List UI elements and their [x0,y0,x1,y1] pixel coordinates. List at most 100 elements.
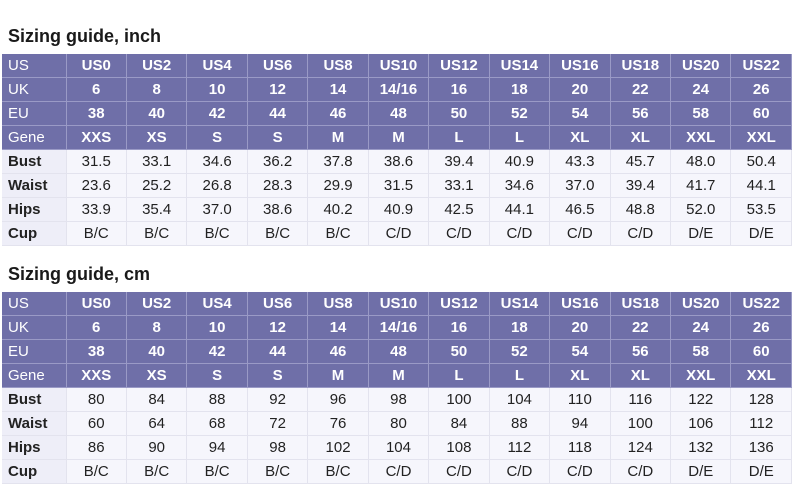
table-cell: 38.6 [368,149,430,174]
table-cell: M [307,125,369,150]
table-cell: L [428,125,490,150]
table-cell: 22 [610,77,672,102]
table-cell: C/D [428,459,490,484]
table-cell: 136 [730,435,792,460]
table-cell: 56 [610,101,672,126]
table-cell: 29.9 [307,173,369,198]
table-cell: XS [126,125,188,150]
table-cell: 60 [66,411,127,436]
sizing-table-cm: US US0 US2 US4 US6 US8 US10 US12 US14 US16 US18 US2… [2,292,792,484]
table-cell: 60 [730,339,792,364]
table-cell: 37.0 [549,173,611,198]
table-cell: 56 [610,339,672,364]
table-cell: US2 [126,292,188,316]
table-cell: 26 [730,315,792,340]
table-cell: US20 [670,54,732,78]
table-cell: C/D [489,221,551,246]
table-cell: 50 [428,339,490,364]
table-cell: 31.5 [368,173,430,198]
table-cell: 48.8 [610,197,672,222]
table-cell: XXL [730,363,792,388]
table-cell: 33.9 [66,197,127,222]
table-row: EU 38 40 42 44 46 48 50 52 54 56 58 60 [2,101,792,126]
table-cell: 98 [247,435,309,460]
table-cell: 23.6 [66,173,127,198]
row-label: UK [2,315,67,340]
table-cell: C/D [549,221,611,246]
table-cell: 50 [428,101,490,126]
table-cell: 24 [670,315,732,340]
table-cell: 36.2 [247,149,309,174]
table-cell: 94 [549,411,611,436]
table-cell: XXL [730,125,792,150]
table-cell: 132 [670,435,732,460]
table-cell: 33.1 [428,173,490,198]
table-cell: 124 [610,435,672,460]
table-cell: 37.8 [307,149,369,174]
table-cell: M [307,363,369,388]
table-cell: 122 [670,387,732,412]
table-cell: 33.1 [126,149,188,174]
table-cell: XL [610,363,672,388]
table-cell: 112 [489,435,551,460]
table-cell: L [489,363,551,388]
table-cell: US18 [610,292,672,316]
table-cell: XXL [670,125,732,150]
table-cell: B/C [126,459,188,484]
table-cell: XXS [66,363,127,388]
table-cell: 58 [670,339,732,364]
table-cell: 35.4 [126,197,188,222]
table-row: Waist 60 64 68 72 76 80 84 88 94 100 106 112 [2,411,792,436]
table-cell: C/D [489,459,551,484]
table-cell: 14 [307,77,369,102]
table-cell: S [186,363,248,388]
table-cell: 8 [126,77,188,102]
table-row: US US0 US2 US4 US6 US8 US10 US12 US14 US16 US18 US2… [2,292,792,316]
table-cell: US4 [186,292,248,316]
table-cell: 52 [489,101,551,126]
sizing-table-inch: US US0 US2 US4 US6 US8 US10 US12 US14 US16 US18 US2… [2,54,792,246]
table-cell: B/C [247,459,309,484]
table-row: Cup B/C B/C B/C B/C B/C C/D C/D C/D C/D C/D D/E D/E [2,221,792,246]
table-cell: 128 [730,387,792,412]
table-cell: 40 [126,101,188,126]
table-row: UK 6 8 10 12 14 14/16 16 18 20 22 24 26 [2,315,792,340]
table-cell: 12 [247,315,309,340]
table-cell: D/E [730,459,792,484]
row-label: Bust [2,149,67,174]
table-cell: US16 [549,54,611,78]
table-cell: M [368,363,430,388]
table-cell: US22 [730,54,792,78]
table-cell: US4 [186,54,248,78]
table-cell: 6 [66,77,127,102]
table-cell: 84 [428,411,490,436]
table-row: Gene XXS XS S S M M L L XL XL XXL XXL [2,363,792,388]
table-cell: 25.2 [126,173,188,198]
table-cell: 102 [307,435,369,460]
table-cell: US20 [670,292,732,316]
table-cell: XL [549,363,611,388]
table-cell: 31.5 [66,149,127,174]
row-label: Bust [2,387,67,412]
table-cell: B/C [307,459,369,484]
table-cell: 8 [126,315,188,340]
table-cell: 110 [549,387,611,412]
table-cell: D/E [730,221,792,246]
table-cell: 38 [66,101,127,126]
table-cell: 16 [428,315,490,340]
table-cell: B/C [66,221,127,246]
table-cell: 88 [489,411,551,436]
row-label: UK [2,77,67,102]
table-cell: US0 [66,292,127,316]
table-cell: L [489,125,551,150]
table-cell: 98 [368,387,430,412]
table-cell: 88 [186,387,248,412]
row-label: EU [2,101,67,126]
table-cell: D/E [670,459,732,484]
table-cell: 48 [368,339,430,364]
table-cell: 42 [186,101,248,126]
table-cell: 52.0 [670,197,732,222]
table-cell: B/C [126,221,188,246]
table-cell: 48.0 [670,149,732,174]
table-cell: 68 [186,411,248,436]
